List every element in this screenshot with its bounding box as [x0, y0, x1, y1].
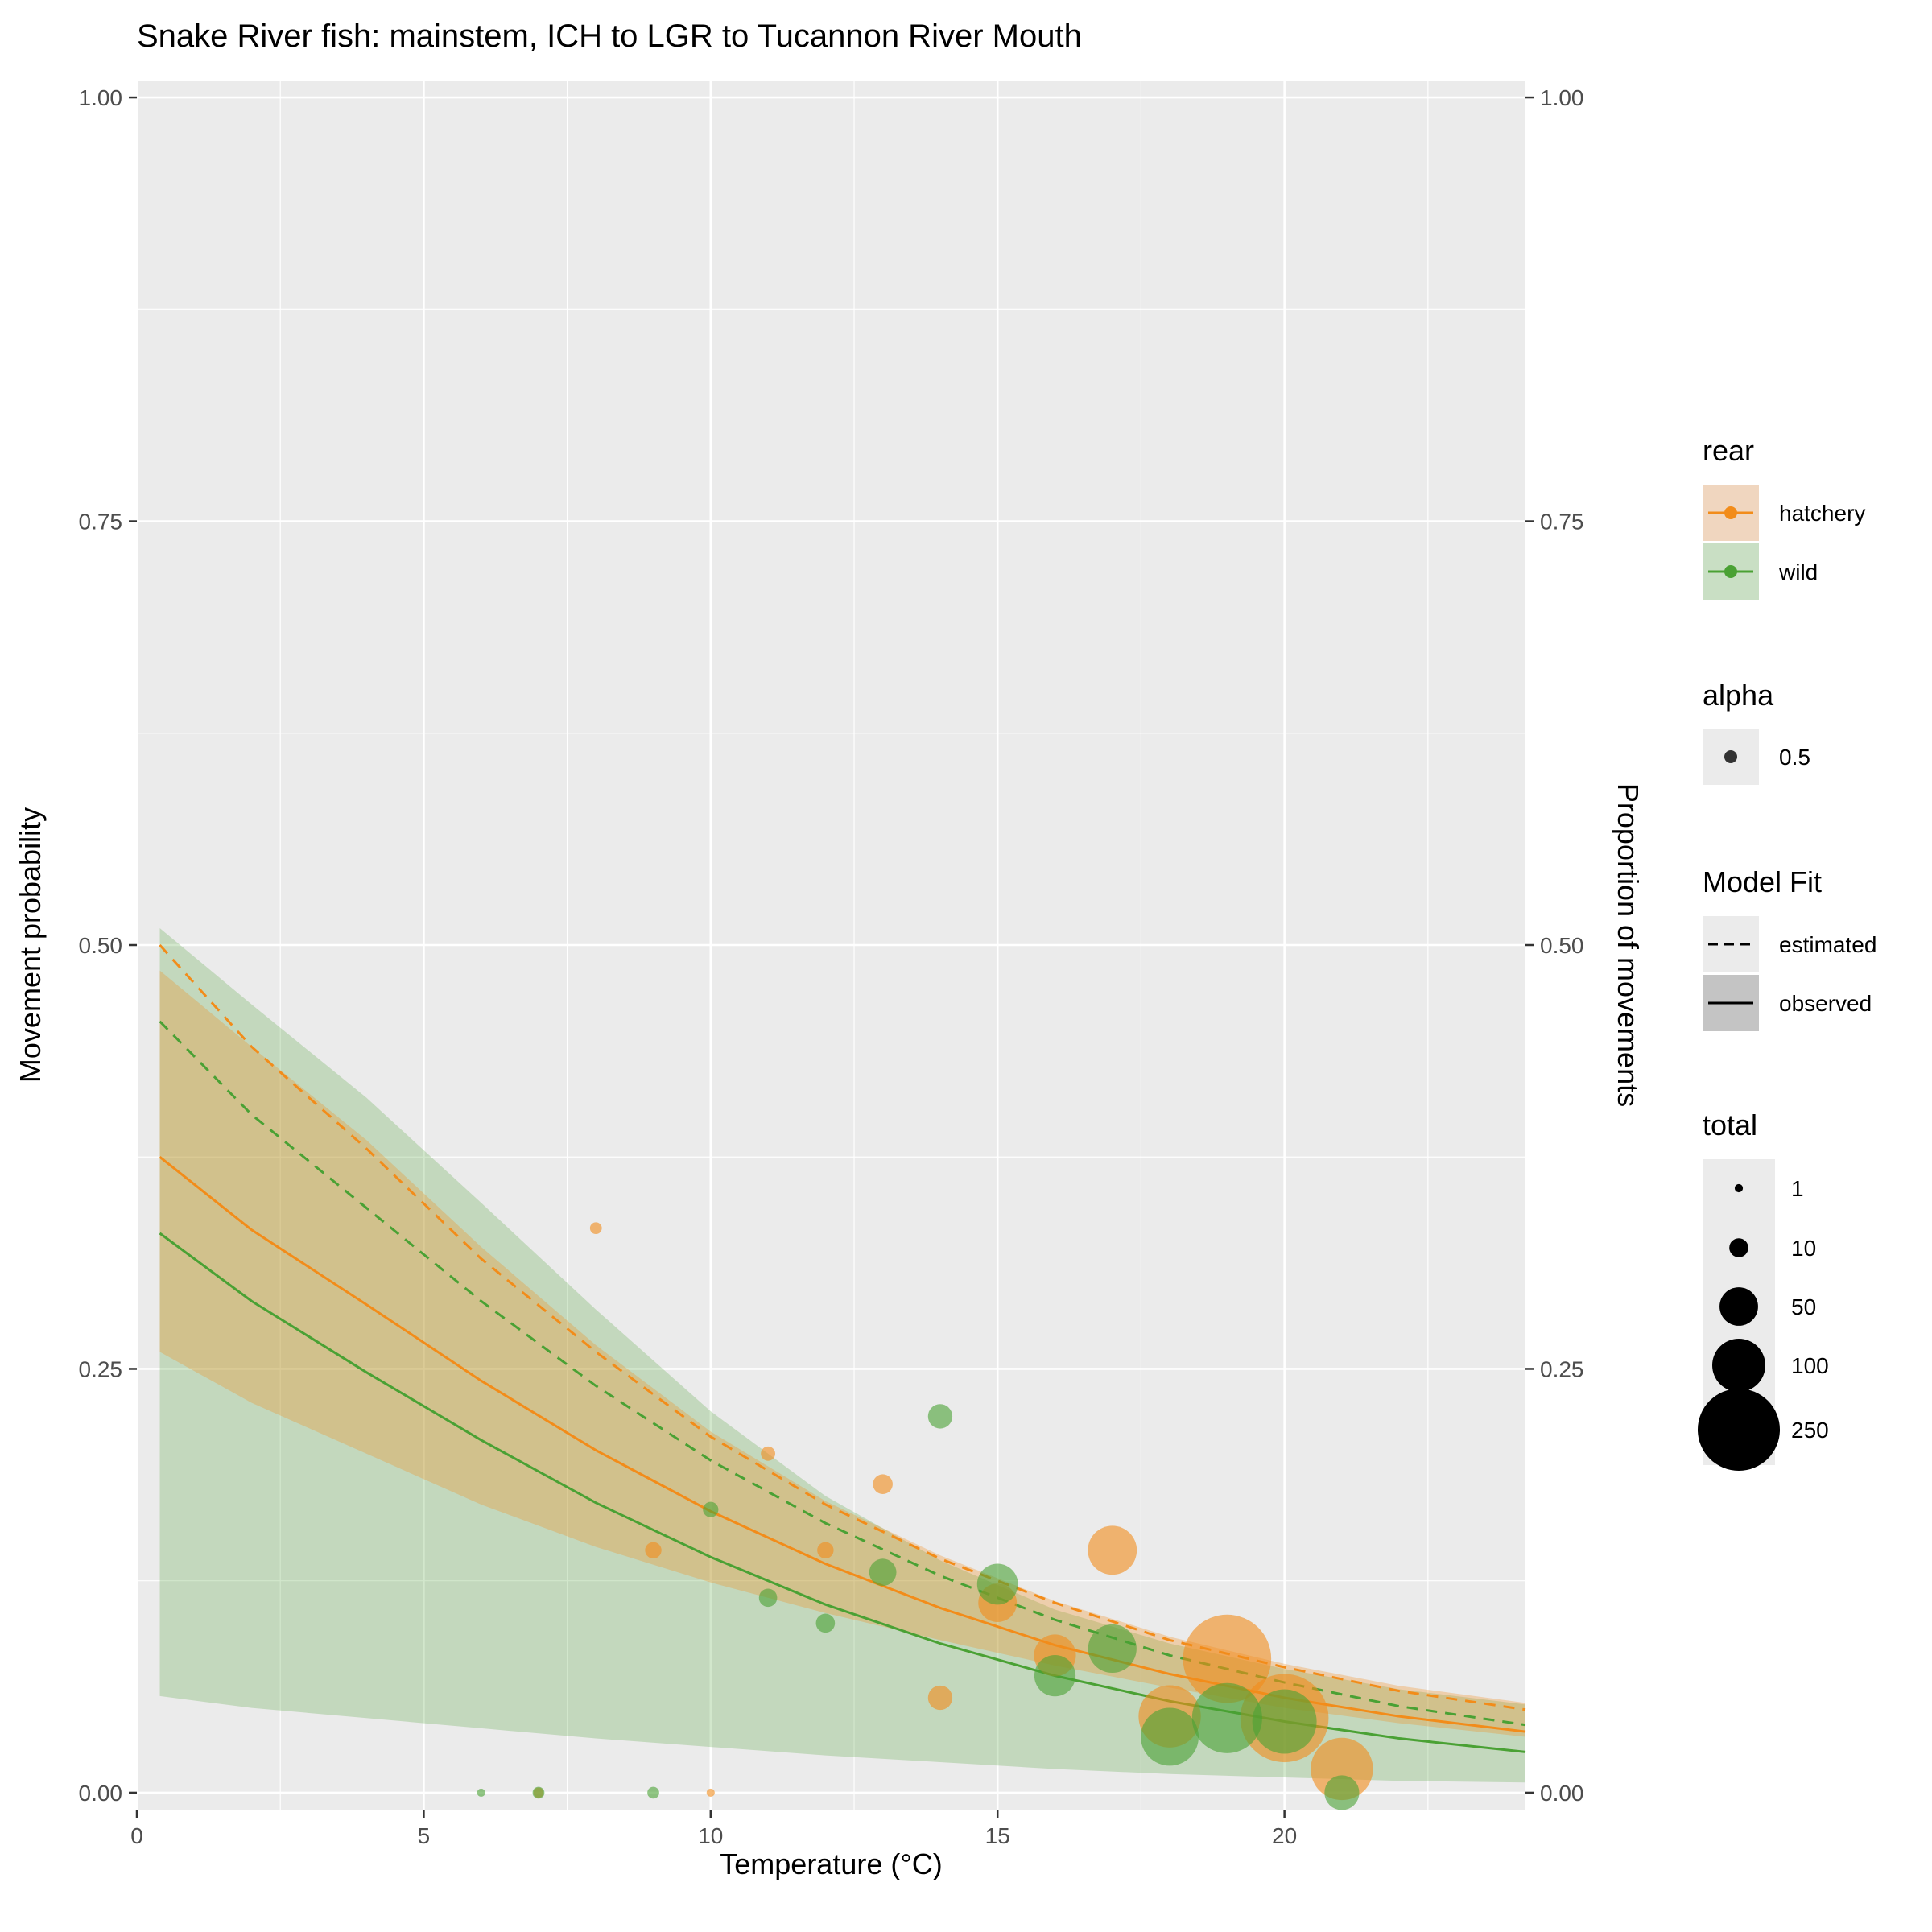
y-tick-label-left: 0.25	[79, 1356, 123, 1381]
point-wild	[1324, 1775, 1360, 1810]
legend-total-key	[1719, 1287, 1758, 1326]
x-tick-label: 10	[698, 1823, 723, 1848]
point-hatchery	[927, 1685, 953, 1711]
legend-model-fit-title: Model Fit	[1703, 865, 1822, 898]
legend-total-key	[1697, 1388, 1781, 1472]
x-axis-title: Temperature (°C)	[720, 1847, 942, 1880]
point-hatchery	[873, 1474, 893, 1494]
point-hatchery	[817, 1542, 834, 1559]
legend-key-hatchery-dot	[1724, 506, 1737, 519]
legend-total-label: 50	[1791, 1294, 1816, 1319]
grid-lines	[135, 80, 1525, 1810]
legend-total-label: 1	[1791, 1176, 1804, 1201]
point-wild	[703, 1501, 719, 1517]
y-tick-label-right: 0.75	[1540, 510, 1584, 535]
point-wild	[477, 1788, 485, 1798]
band-hatchery	[159, 970, 1525, 1737]
y-tick-label-left: 0.00	[79, 1781, 123, 1806]
y-tick-label-right: 1.00	[1540, 85, 1584, 110]
x-tick-label: 0	[130, 1823, 143, 1848]
legend-total-label: 250	[1791, 1418, 1829, 1443]
y-tick-label-left: 0.75	[79, 510, 123, 535]
point-hatchery	[589, 1222, 602, 1235]
point-hatchery	[1088, 1525, 1137, 1575]
legend-label-observed: observed	[1779, 991, 1872, 1016]
y-tick-label-right: 0.25	[1540, 1356, 1584, 1381]
x-tick-label: 15	[985, 1823, 1010, 1848]
legend-total-label: 100	[1791, 1353, 1829, 1378]
legend-label-wild: wild	[1778, 559, 1818, 584]
point-hatchery	[761, 1446, 776, 1461]
legend-label-alpha: 0.5	[1779, 745, 1810, 770]
chart-title: Snake River fish: mainstem, ICH to LGR t…	[137, 19, 1082, 54]
legend-total-key	[1729, 1238, 1748, 1257]
legend-label-estimated: estimated	[1779, 932, 1876, 957]
legend-total-key	[1712, 1339, 1765, 1392]
point-wild	[815, 1613, 836, 1633]
y-tick-label-left: 0.50	[79, 933, 123, 958]
legend-total-key	[1734, 1183, 1744, 1193]
point-wild	[1088, 1624, 1137, 1674]
legend-label-hatchery: hatchery	[1779, 501, 1865, 526]
confidence-bands	[159, 927, 1525, 1783]
axes: 0 5 10 15 20 0.00 0.00 0.25 0.25 0.50 0.50 0.75 0.75…	[79, 85, 1584, 1848]
point-wild	[758, 1588, 778, 1608]
y-tick-label-left: 1.00	[79, 85, 123, 110]
x-tick-label: 20	[1272, 1823, 1297, 1848]
legend-rear-title: rear	[1703, 434, 1754, 467]
y-tick-label-right: 0.00	[1540, 1781, 1584, 1806]
point-wild	[532, 1786, 545, 1799]
y-axis-right-title: Proportion of movements	[1612, 783, 1645, 1107]
point-wild	[1252, 1689, 1317, 1754]
point-wild	[647, 1786, 659, 1799]
y-axis-title: Movement probability	[14, 807, 47, 1083]
point-hatchery	[706, 1788, 715, 1798]
point-wild	[1034, 1655, 1076, 1697]
legend-total-title: total	[1703, 1108, 1757, 1141]
point-hatchery	[645, 1542, 662, 1559]
point-hatchery	[1311, 1737, 1373, 1801]
legend-total-keys: 1 10 50 100 250	[1697, 1176, 1829, 1472]
legend: rear hatchery wild alpha 0.5 Model Fit e…	[1697, 434, 1876, 1472]
point-wild	[1191, 1682, 1262, 1753]
legend-key-alpha-dot	[1724, 750, 1737, 763]
y-tick-label-right: 0.50	[1540, 933, 1584, 958]
data-points	[477, 1222, 1373, 1810]
point-wild	[869, 1558, 897, 1587]
x-tick-label: 5	[418, 1823, 431, 1848]
legend-alpha-title: alpha	[1703, 679, 1774, 712]
point-wild	[1141, 1707, 1199, 1766]
line-hatchery-estimated	[159, 943, 1526, 1711]
point-wild	[927, 1404, 953, 1429]
band-wild	[159, 927, 1525, 1783]
point-wild	[976, 1563, 1018, 1605]
legend-total-label: 10	[1791, 1236, 1816, 1261]
legend-key-wild-dot	[1724, 565, 1737, 578]
point-hatchery	[1183, 1614, 1272, 1703]
